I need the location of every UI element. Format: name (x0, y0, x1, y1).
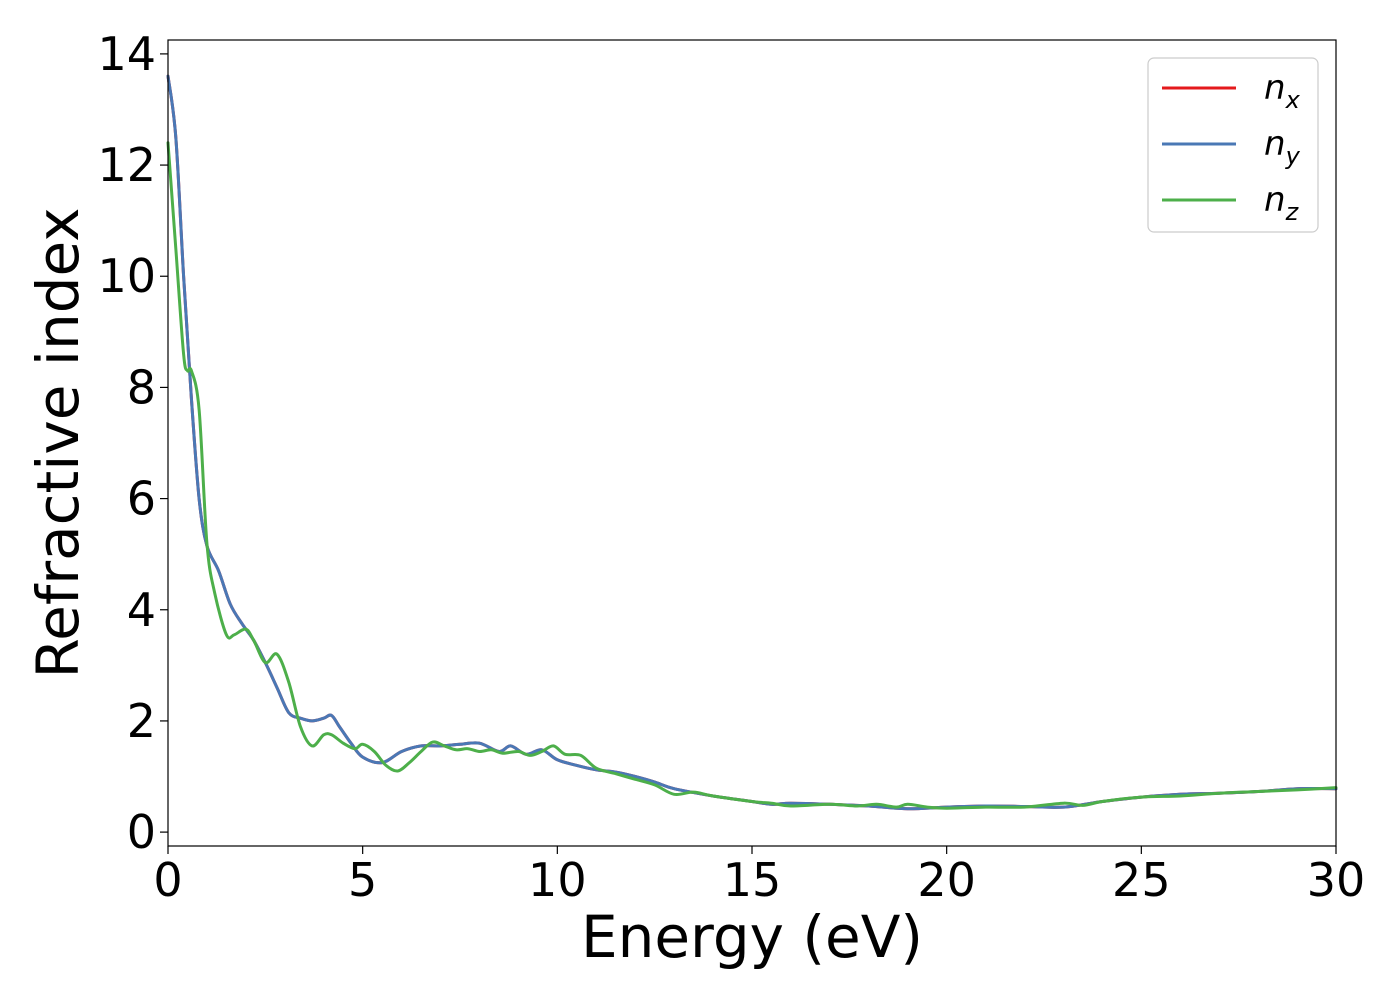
y-tick-label: 8 (127, 360, 156, 414)
x-tick-label: 10 (528, 853, 587, 907)
legend: nx ny nz (1147, 57, 1319, 233)
x-tick-label: 0 (153, 853, 182, 907)
x-tick-label: 25 (1112, 853, 1171, 907)
x-tick-label: 15 (723, 853, 782, 907)
y-tick-label: 14 (97, 27, 156, 81)
y-axis-ticks: 0 2 4 6 8 10 12 14 (97, 27, 168, 859)
x-axis-title: Energy (eV) (581, 903, 923, 971)
y-tick-label: 2 (127, 694, 156, 748)
plot-background (168, 40, 1336, 846)
y-tick-label: 4 (127, 583, 156, 637)
legend-label-nz: nz (1264, 180, 1300, 226)
x-axis-ticks: 0 5 10 15 20 25 30 (153, 846, 1365, 907)
x-tick-label: 20 (917, 853, 976, 907)
y-tick-label: 10 (97, 249, 156, 303)
series-line-nz (166, 141, 1338, 810)
legend-label-ny: ny (1264, 124, 1301, 170)
y-tick-label: 6 (127, 472, 156, 526)
y-axis-title: Refractive index (24, 207, 92, 678)
x-tick-label: 5 (348, 853, 377, 907)
legend-label-nx: nx (1264, 68, 1301, 114)
series-layer (166, 74, 1338, 811)
y-tick-label: 0 (127, 805, 156, 859)
x-tick-label: 30 (1307, 853, 1366, 907)
y-tick-label: 12 (97, 138, 156, 192)
